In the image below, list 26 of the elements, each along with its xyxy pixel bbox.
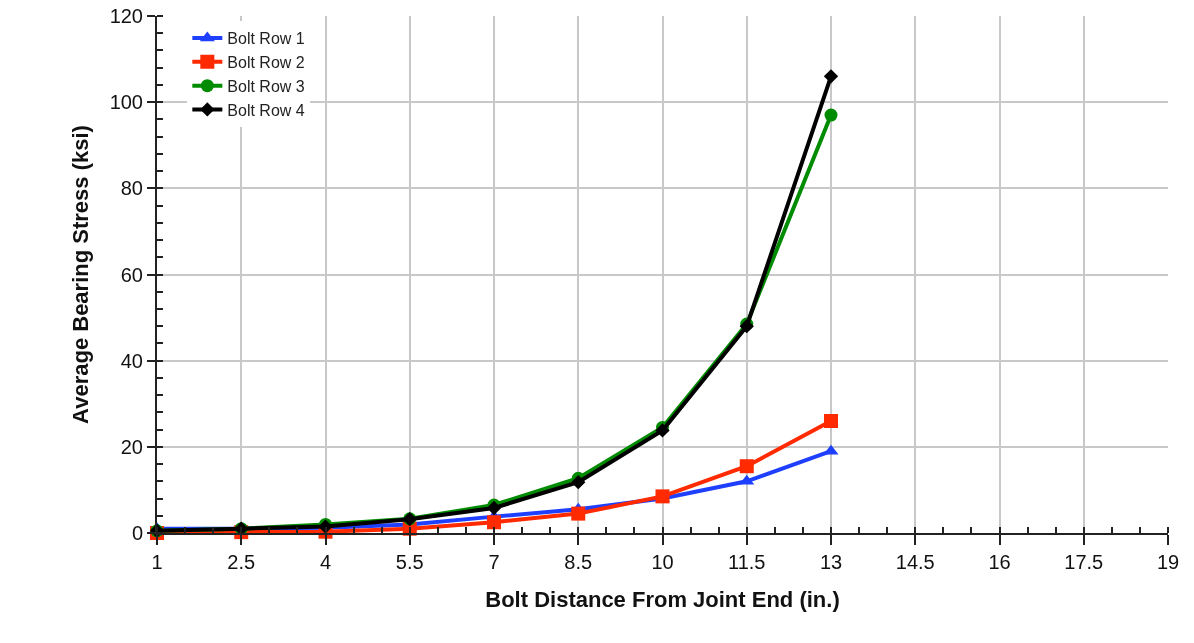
x-tick-label: 16	[988, 551, 1011, 573]
y-tick-label: 80	[120, 177, 143, 200]
x-tick-label: 17.5	[1064, 551, 1104, 573]
y-tick-label: 20	[120, 435, 143, 458]
x-tick-label: 4	[319, 551, 332, 573]
y-tick-label: 60	[120, 263, 143, 286]
legend-label: Bolt Row 4	[227, 101, 305, 119]
y-tick-label: 40	[120, 349, 143, 372]
y-tick-label: 100	[109, 91, 143, 114]
x-tick-label: 8.5	[564, 551, 593, 573]
x-tick-label: 14.5	[895, 551, 935, 573]
x-tick-label: 1	[151, 551, 163, 573]
x-tick-label: 2.5	[227, 551, 256, 573]
legend-label: Bolt Row 3	[227, 77, 305, 95]
x-tick-label: 10	[651, 551, 674, 573]
x-tick-label: 7	[488, 551, 500, 573]
legend-label: Bolt Row 2	[227, 54, 305, 72]
y-tick-label: 120	[109, 5, 143, 27]
x-tick-label: 19	[1156, 551, 1180, 573]
y-axis-title: Average Bearing Stress (ksi)	[67, 125, 93, 424]
x-axis-title: Bolt Distance From Joint End (in.)	[485, 587, 840, 613]
x-tick-label: 11.5	[728, 551, 766, 573]
x-tick-label: 13	[819, 551, 843, 573]
legend-label: Bolt Row 1	[227, 30, 305, 48]
y-tick-label: 0	[131, 522, 143, 544]
x-tick-label: 5.5	[395, 551, 424, 573]
